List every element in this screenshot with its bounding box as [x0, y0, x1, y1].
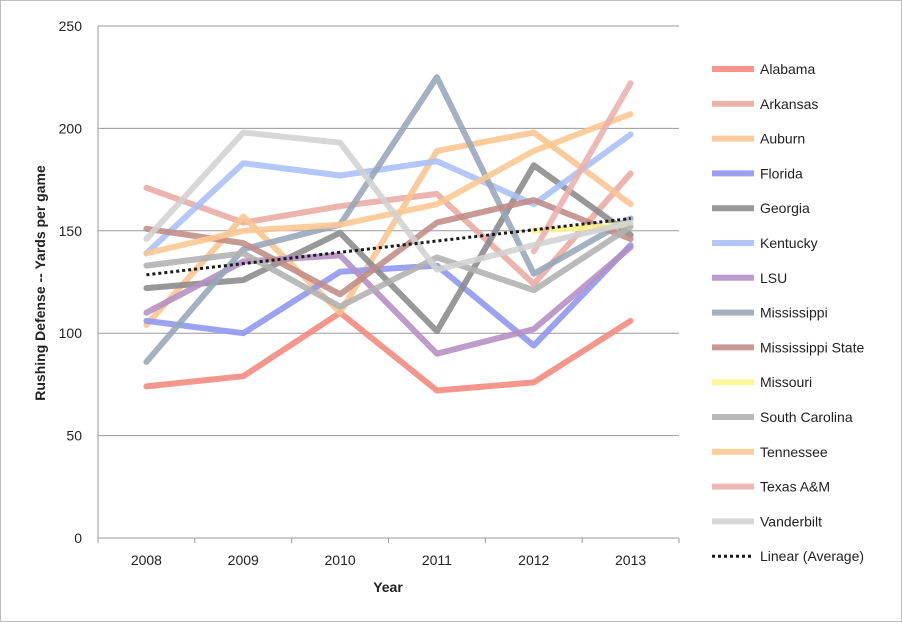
y-tick-label: 250 [59, 18, 83, 34]
legend-label-auburn: Auburn [760, 131, 805, 147]
legend-label-alabama: Alabama [760, 61, 815, 77]
y-tick-label: 100 [59, 325, 83, 341]
series-line-texas-aandm [530, 80, 634, 255]
legend-label-lsu: LSU [760, 270, 787, 286]
series-line-kentucky [143, 131, 634, 257]
x-tick-labels: 2008 2009 2010 2011 2012 2013 [131, 552, 647, 568]
legend-label-vanderbilt: Vanderbilt [760, 513, 822, 529]
series-line-vanderbilt [143, 129, 634, 273]
y-axis-title: Rushing Defense -- Yards per game [32, 165, 48, 401]
legend-label-arkansas: Arkansas [760, 96, 818, 112]
legend-label-mississippi-state: Mississippi State [760, 339, 864, 355]
grid-lines [97, 25, 680, 543]
legend-label-mississippi: Mississippi [760, 305, 828, 321]
x-axis-title: Year [373, 579, 403, 595]
legend: Alabama Arkansas Auburn Florida Georgia Kentu… [712, 61, 864, 564]
x-tick-label-2010: 2010 [325, 552, 356, 568]
x-tick-label-2013: 2013 [615, 552, 646, 568]
legend-label-kentucky: Kentucky [760, 235, 818, 251]
series-lines [143, 74, 634, 394]
legend-label-tennessee: Tennessee [760, 444, 828, 460]
y-tick-label: 0 [74, 530, 82, 546]
x-tick-label-2011: 2011 [422, 552, 452, 568]
series-line-tennessee [143, 111, 634, 257]
legend-label-georgia: Georgia [760, 200, 810, 216]
series-line-florida [143, 242, 634, 349]
x-tick-label-2009: 2009 [228, 552, 259, 568]
y-tick-label: 50 [66, 428, 82, 444]
legend-label-missouri: Missouri [760, 374, 812, 390]
legend-label-south-carolina: South Carolina [760, 409, 853, 425]
legend-label-texas-aandm: Texas A&M [760, 479, 830, 495]
legend-label-florida: Florida [760, 165, 803, 181]
series-line-mississippi [143, 74, 634, 365]
y-tick-labels: 0 50 100 150 200 250 [59, 18, 83, 546]
x-tick-label-2012: 2012 [518, 552, 549, 568]
y-tick-label: 150 [59, 223, 83, 239]
series-line-alabama [143, 309, 634, 394]
y-tick-label: 200 [59, 120, 83, 136]
x-tick-label-2008: 2008 [131, 552, 162, 568]
series-line-mississippi-state [143, 197, 634, 298]
series-line-south-carolina [143, 223, 634, 310]
legend-label-linear-average: Linear (Average) [760, 548, 864, 564]
